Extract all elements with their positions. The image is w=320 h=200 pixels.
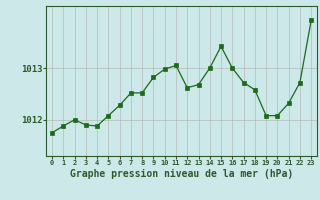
X-axis label: Graphe pression niveau de la mer (hPa): Graphe pression niveau de la mer (hPa) (70, 169, 293, 179)
